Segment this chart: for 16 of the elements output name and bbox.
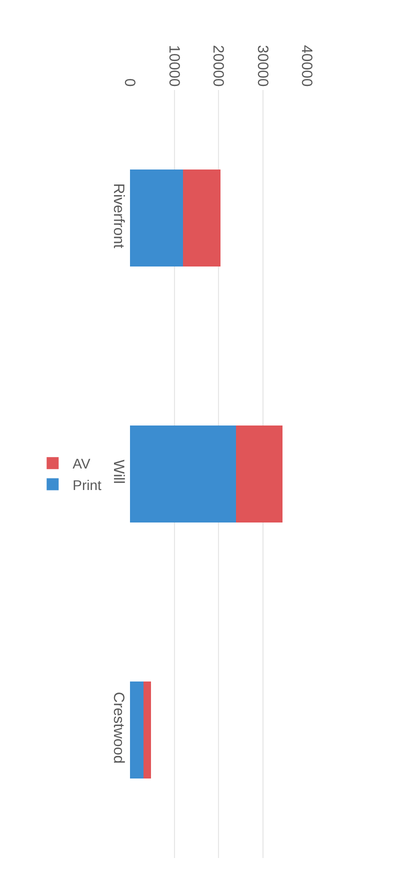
x-tick-label: 10000	[165, 45, 182, 87]
bar	[236, 425, 283, 523]
legend-label: AV	[72, 456, 91, 472]
bar	[183, 169, 221, 267]
y-tick-label: Crestwood	[110, 692, 127, 764]
bar	[130, 425, 236, 523]
y-tick-label: Riverfront	[110, 183, 127, 250]
legend-label: Print	[72, 476, 102, 493]
y-tick-label: Will	[110, 460, 127, 484]
bar	[130, 169, 184, 267]
bar	[144, 681, 151, 779]
x-tick-label: 0	[121, 78, 138, 87]
x-tick-label: 20000	[210, 45, 227, 87]
x-tick-label: 30000	[254, 45, 271, 87]
bar	[130, 681, 144, 779]
x-tick-label: 40000	[298, 45, 316, 87]
